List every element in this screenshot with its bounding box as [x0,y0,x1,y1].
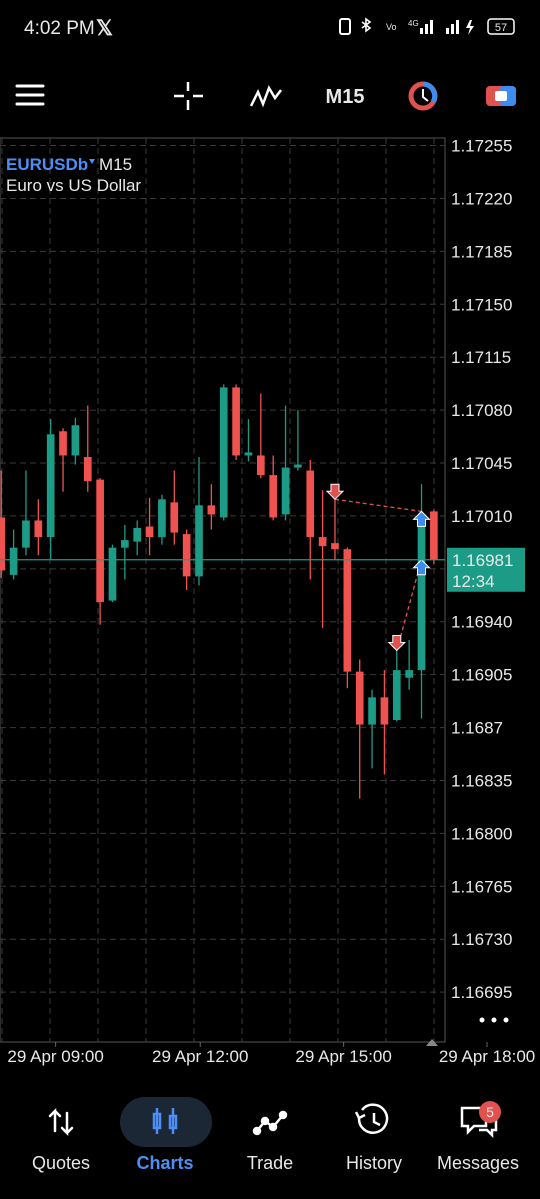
y-tick-label: 1.17150 [451,295,512,314]
y-tick-label: 1.17185 [451,242,512,261]
y-tick-label: 1.16800 [451,824,512,843]
candle-body [121,540,129,548]
hour-grid [1,138,435,1042]
more-button[interactable] [479,1017,509,1023]
history-icon[interactable] [354,1103,389,1134]
candle-body [195,505,203,577]
deal-exit-arrow [412,510,431,527]
y-tick-label: 1.1687 [451,719,503,738]
candle-body [343,549,352,672]
y-tick-label: 1.17080 [451,401,512,420]
volte: Vo [386,22,397,32]
candle-body [306,470,315,538]
y-tick-label: 1.16730 [451,930,512,949]
candle-body [244,452,253,456]
indicators-button[interactable] [249,85,282,108]
trade-icon[interactable] [252,1110,288,1136]
y-tick-label: 1.16835 [451,771,512,790]
deal-entry-arrow [387,634,406,652]
charts-icon[interactable] [152,1108,178,1134]
y-tick-label: 1.17115 [451,348,511,367]
crosshair-button[interactable] [174,82,203,110]
candle-body [219,387,228,518]
candle-body [133,528,142,542]
deal-exit-arrow [412,559,431,576]
candle-body [256,455,265,476]
trade-button[interactable] [486,86,516,106]
candle-body [318,537,327,547]
menu-button[interactable] [15,84,45,106]
candle-body [269,475,278,518]
candle-body [331,543,339,550]
x-tick-label: 29 Apr 18:00 [439,1047,535,1066]
deal-entry-arrow [325,483,345,501]
nav-label[interactable]: Quotes [32,1153,90,1173]
nav-label[interactable]: History [346,1153,402,1173]
candle-body [158,499,166,538]
price-label-box [447,547,525,592]
candle-body [294,464,302,468]
candle-body [207,505,216,515]
y-tick-label: 1.17220 [451,189,512,208]
status-time: 4:02 PM [24,18,95,39]
candle-body [232,387,240,456]
y-tick-label: 1.17045 [451,454,512,473]
status-icons [339,17,515,35]
symbol-dropdown[interactable] [89,159,95,164]
nav-selected [120,1097,212,1147]
candle-body [83,456,92,482]
candle-body [170,502,179,533]
battery: 57 [495,22,507,34]
plot [0,145,445,993]
candle-body [34,520,43,538]
x-tick-label: 29 Apr 09:00 [7,1047,103,1066]
y-tick-label: 1.16765 [451,877,512,896]
symbol[interactable]: EURUSDb [6,155,88,174]
price-label: 1.16981 [452,551,513,570]
candle-body [46,434,55,538]
candle-body [71,425,80,456]
deal-line [334,498,422,513]
candle-body [108,547,117,601]
y-tick-label: 1.17255 [451,137,512,156]
candle-body [96,479,104,603]
nav-label[interactable]: Messages [437,1153,519,1173]
x-tick-label: 29 Apr 12:00 [152,1047,248,1066]
net-4g: 4G [408,19,419,28]
quotes-icon[interactable] [48,1107,74,1137]
one-click-button[interactable] [408,81,438,111]
candle-body [182,534,191,577]
candle-body [355,671,364,725]
chart-timeframe: M15 [99,155,132,174]
candle-body [59,431,67,456]
candle-body [281,467,290,515]
candle-body [0,517,6,571]
candle-body [145,526,154,538]
candle-body [417,517,426,671]
candle-body [405,670,413,678]
symbol-description: Euro vs US Dollar [6,176,141,195]
badge-count: 5 [486,1104,494,1120]
x-tick-label: 29 Apr 15:00 [295,1047,391,1066]
candle-body [392,670,401,721]
timeframe-button[interactable]: M15 [326,86,365,108]
candle-body [380,697,389,725]
y-tick-label: 1.16695 [451,983,512,1002]
chart-frame [0,137,446,1043]
candle-body [368,697,376,725]
scroll-marker [426,1039,438,1046]
nav-bar: Quotes Charts Trade History Messages [32,1153,519,1173]
candle-body [22,520,30,548]
nav-label[interactable]: Trade [247,1153,293,1173]
badge [479,1101,501,1123]
candle-body [9,547,18,575]
nav-label[interactable]: Charts [136,1153,193,1173]
candle-body [430,511,438,560]
y-tick-label: 1.17010 [451,507,512,526]
y-tick-label: 1.16905 [451,666,512,685]
x-icon: 𝕏 [96,17,113,40]
countdown: 12:34 [452,572,495,591]
y-tick-label: 1.16940 [451,613,512,632]
